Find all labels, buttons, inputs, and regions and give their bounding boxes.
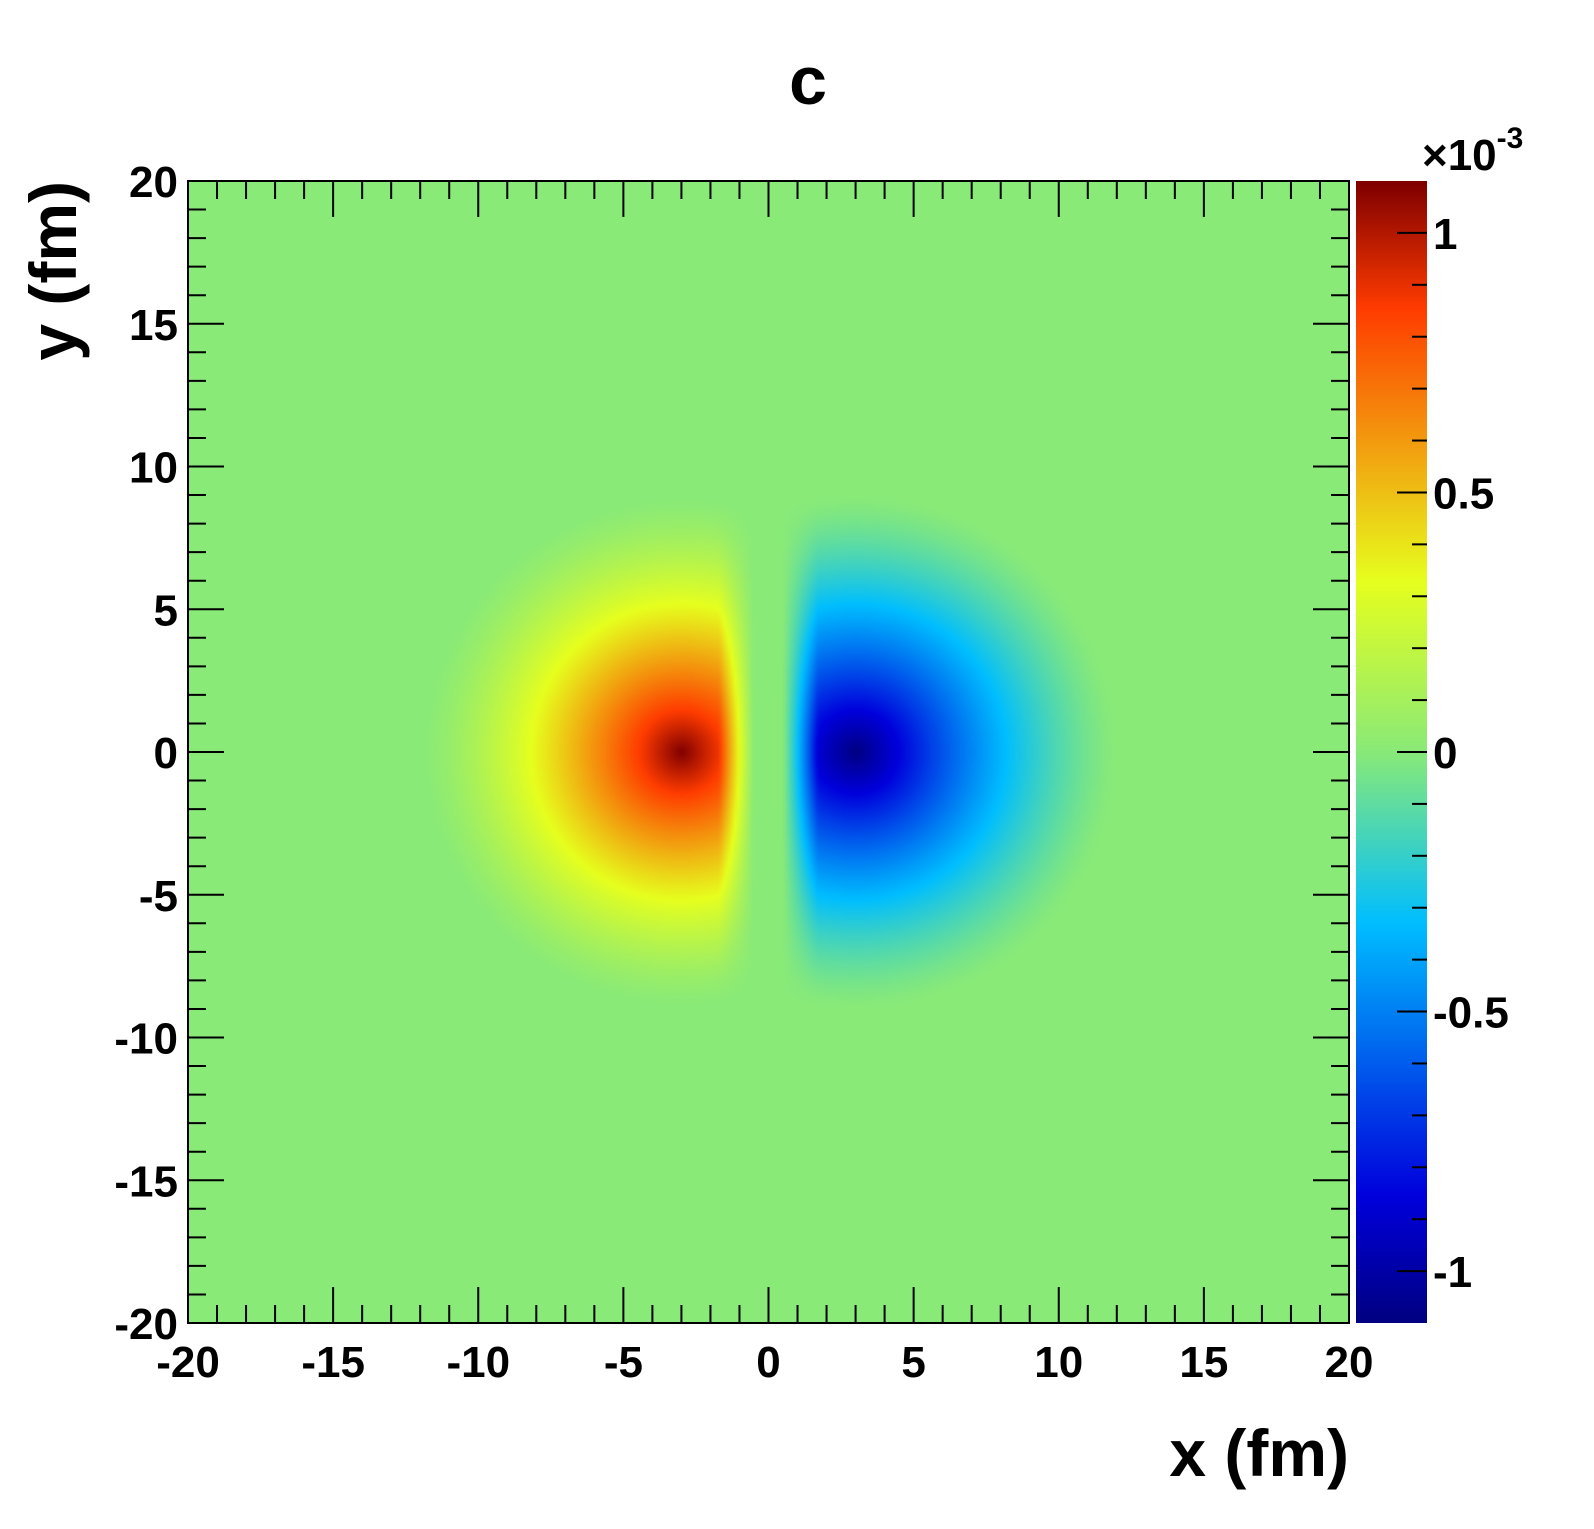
colorbar-tick-labels: 1 0.5 0 -0.5 -1 [1433,210,1509,1297]
y-tick-label: -15 [114,1157,178,1206]
chart-title-group: c [789,43,827,119]
y-tick-labels: 20 15 10 5 0 -5 -10 -15 -20 [114,158,178,1349]
colorbar-tick-label: 0 [1433,729,1457,778]
y-tick-label: -20 [114,1300,178,1349]
x-tick-label: -5 [604,1338,643,1387]
heatmap-image [188,181,1349,1323]
colorbar-multiplier: ×10-3 [1422,122,1523,180]
chart-title: c [789,43,827,119]
y-axis-label: y (fm) [16,181,90,361]
y-tick-label: 10 [129,444,178,493]
colorbar-multiplier-base: ×10 [1422,131,1497,180]
colorbar-ticks [1397,231,1427,1273]
x-minor-ticks [187,181,1350,1323]
x-tick-label: 15 [1179,1338,1228,1387]
colorbar-tick-label: 1 [1433,210,1457,259]
x-tick-label: -15 [301,1338,365,1387]
x-axis-label: x (fm) [1169,1416,1349,1490]
x-tick-label: 10 [1034,1338,1083,1387]
x-tick-label: 20 [1325,1338,1374,1387]
x-tick-labels: -20 -15 -10 -5 0 5 10 15 20 [156,1338,1373,1387]
colorbar-tick-label: -0.5 [1433,989,1509,1038]
plot-area [187,180,1350,1324]
y-tick-label: 5 [154,586,178,635]
y-tick-label: 20 [129,158,178,207]
x-tick-label: 5 [901,1338,925,1387]
x-tick-label: -10 [446,1338,510,1387]
colorbar: 1 0.5 0 -0.5 -1 ×10-3 [1356,122,1523,1323]
colorbar-exponent: -3 [1497,122,1524,155]
x-tick-label: -20 [156,1338,220,1387]
colorbar-tick-label: 0.5 [1433,469,1494,518]
y-minor-ticks [188,180,1349,1324]
y-tick-label: -5 [139,872,178,921]
y-tick-label: -10 [114,1015,178,1064]
colorbar-tick-label: -1 [1433,1248,1472,1297]
y-tick-label: 0 [154,729,178,778]
y-tick-label: 15 [129,301,178,350]
x-tick-label: 0 [756,1338,780,1387]
